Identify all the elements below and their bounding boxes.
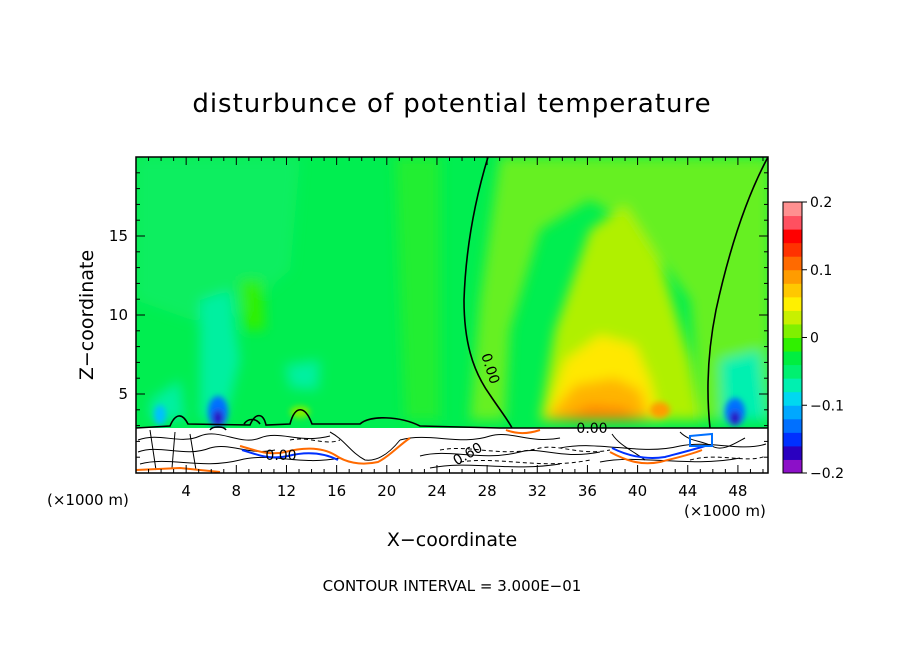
- colorbar-swatch: [783, 242, 802, 257]
- colorbar-swatch: [783, 391, 802, 406]
- contour-label: 0.00: [576, 421, 607, 437]
- colorbar-swatch: [783, 323, 802, 338]
- x-tick-label: 32: [528, 482, 547, 500]
- colorbar-swatch: [783, 459, 802, 474]
- y-axis-label: Z−coordinate: [76, 250, 98, 380]
- colorbar-tick-label: 0: [810, 331, 819, 347]
- y-tick-label: 15: [109, 227, 128, 245]
- x-tick-label: 36: [578, 482, 597, 500]
- colorbar-swatch: [783, 432, 802, 447]
- colorbar-tick-label: 0.2: [810, 195, 832, 211]
- colorbar-swatch: [783, 310, 802, 325]
- colorbar-swatch: [783, 405, 802, 420]
- x-tick-label: 28: [478, 482, 497, 500]
- colorbar-swatch: [783, 269, 802, 284]
- x-axis: 4 8 12 16 20 24 28 32 36 40 44 48: [148, 157, 764, 500]
- colorbar-swatch: [783, 378, 802, 393]
- colorbar-swatch: [783, 445, 802, 460]
- colorbar-swatch: [783, 283, 802, 298]
- x-axis-label: X−coordinate: [387, 529, 517, 551]
- x-tick-label: 44: [678, 482, 697, 500]
- colorbar-tick-label: −0.1: [810, 398, 844, 414]
- colorbar: 0.2 0.1 0 −0.1 −0.2: [782, 195, 844, 482]
- x-tick-label: 48: [728, 482, 747, 500]
- y-tick-label: 5: [118, 385, 128, 403]
- colorbar-swatch: [783, 337, 802, 352]
- x-tick-label: 20: [377, 482, 396, 500]
- zero-contours: [136, 157, 768, 431]
- x-tick-label: 24: [427, 482, 446, 500]
- x-tick-label: 16: [327, 482, 346, 500]
- x-tick-label: 4: [181, 482, 191, 500]
- x-unit-right: (×1000 m): [684, 502, 766, 520]
- dense-contours-dashed: [289, 438, 767, 465]
- x-tick-label: 40: [628, 482, 647, 500]
- colorbar-tick-label: −0.2: [810, 466, 844, 482]
- colorbar-swatch: [783, 351, 802, 366]
- contour-label: 0.00: [265, 448, 296, 464]
- x-tick-label: 8: [232, 482, 242, 500]
- colorbar-swatch: [783, 296, 802, 311]
- lower-region: [136, 428, 768, 473]
- colorbar-swatch: [783, 202, 802, 217]
- colorbar-swatch: [783, 364, 802, 379]
- chart-title: disturbunce of potential temperature: [192, 89, 711, 119]
- y-axis: 5 10 15: [109, 172, 768, 458]
- colorbar-swatch: [783, 256, 802, 271]
- colorbar-swatch: [783, 215, 802, 230]
- field-cold-spots: [154, 396, 745, 428]
- field-smooth-regions: [136, 157, 768, 420]
- contour-interval-note: CONTOUR INTERVAL = 3.000E−01: [323, 577, 582, 595]
- colorbar-swatch: [783, 418, 802, 433]
- x-unit-left: (×1000 m): [47, 491, 129, 509]
- terrain-color-bands: [136, 429, 713, 473]
- y-tick-label: 10: [109, 306, 128, 324]
- x-tick-label: 12: [277, 482, 296, 500]
- colorbar-tick-label: 0.1: [810, 263, 832, 279]
- plot-area: [136, 157, 768, 473]
- colorbar-swatch: [783, 229, 802, 244]
